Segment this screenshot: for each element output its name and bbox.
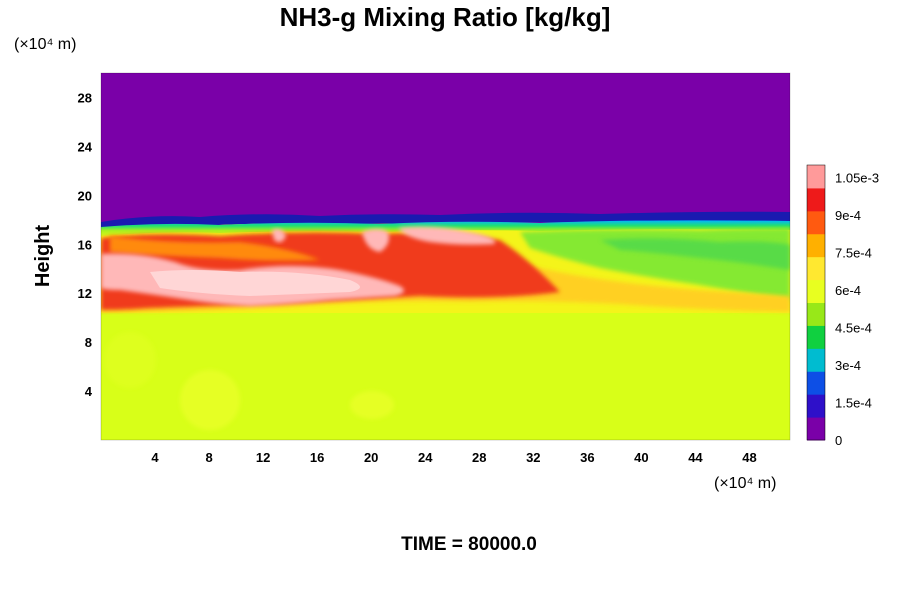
colorbar-segment xyxy=(807,256,825,281)
x-tick-label: 48 xyxy=(742,450,756,465)
x-tick-label: 16 xyxy=(310,450,324,465)
colorbar-tick-label: 1.5e-4 xyxy=(835,396,872,411)
chart-title: NH3-g Mixing Ratio [kg/kg] xyxy=(280,2,611,32)
x-unit-label: (×10⁴ m) xyxy=(714,475,776,492)
colorbar-segment xyxy=(807,187,825,212)
plot-frame xyxy=(100,72,791,441)
colorbar-tick-label: 3e-4 xyxy=(835,358,861,373)
x-tick-label: 28 xyxy=(472,450,486,465)
colorbar xyxy=(806,164,826,441)
colorbar-tick-label: 0 xyxy=(835,433,842,448)
lower-faint-blob-1 xyxy=(180,370,240,430)
colorbar-segment xyxy=(807,348,825,372)
plot-area xyxy=(101,73,790,440)
colorbar-segment xyxy=(807,417,825,441)
orange-overlay xyxy=(110,236,320,261)
time-footer: TIME = 80000.0 xyxy=(401,534,537,555)
colorbar-segment xyxy=(807,325,825,349)
colorbar-tick-label: 6e-4 xyxy=(835,283,861,298)
y-tick-label: 8 xyxy=(85,335,92,350)
colorbar-segment xyxy=(807,233,825,258)
lower-faint-blob-3 xyxy=(104,332,156,388)
pink-upper-blob-2 xyxy=(362,229,389,252)
y-tick-label: 20 xyxy=(78,188,92,203)
colorbar-segment xyxy=(807,371,825,395)
colorbar-tick-label: 4.5e-4 xyxy=(835,321,872,336)
colorbar-segment xyxy=(807,302,825,326)
pink-upper-blob-3 xyxy=(272,228,286,243)
x-tick-label: 12 xyxy=(256,450,270,465)
x-tick-label: 24 xyxy=(418,450,433,465)
lower-faint-blob-2 xyxy=(350,391,394,419)
y-tick-label: 24 xyxy=(78,139,93,154)
colorbar-segment xyxy=(807,210,825,235)
colorbar-frame xyxy=(806,164,826,441)
top-boundary-dark xyxy=(101,211,790,228)
x-tick-label: 36 xyxy=(580,450,594,465)
x-axis-ticks: 4 8 12 16 20 24 28 32 36 40 44 48 xyxy=(151,450,756,465)
x-tick-label: 20 xyxy=(364,450,378,465)
x-tick-label: 44 xyxy=(688,450,703,465)
y-unit-label: (×10⁴ m) xyxy=(14,36,76,53)
colorbar-tick-label: 7.5e-4 xyxy=(835,246,872,261)
colorbar-tick-label: 9e-4 xyxy=(835,208,861,223)
colorbar-labels: 1.05e-3 9e-4 7.5e-4 6e-4 4.5e-4 3e-4 1.5e-4 0 xyxy=(835,171,879,449)
x-tick-label: 32 xyxy=(526,450,540,465)
y-tick-label: 28 xyxy=(78,90,92,105)
green-right-core xyxy=(600,238,790,270)
y-axis-ticks: 4 8 12 16 20 24 28 xyxy=(78,90,93,399)
x-tick-label: 8 xyxy=(205,450,212,465)
colorbar-tick-label: 1.05e-3 xyxy=(835,171,879,186)
colorbar-segment xyxy=(807,279,825,303)
pink-upper-blob xyxy=(398,226,495,245)
colorbar-segment xyxy=(807,165,825,189)
pink-core xyxy=(150,270,360,296)
y-tick-label: 4 xyxy=(85,384,93,399)
y-tick-label: 12 xyxy=(78,286,92,301)
x-tick-label: 4 xyxy=(151,450,159,465)
y-tick-label: 16 xyxy=(78,237,92,252)
colorbar-segment xyxy=(807,394,825,418)
x-tick-label: 40 xyxy=(634,450,648,465)
upper-region xyxy=(101,73,790,223)
y-axis-label: Height xyxy=(32,225,54,288)
